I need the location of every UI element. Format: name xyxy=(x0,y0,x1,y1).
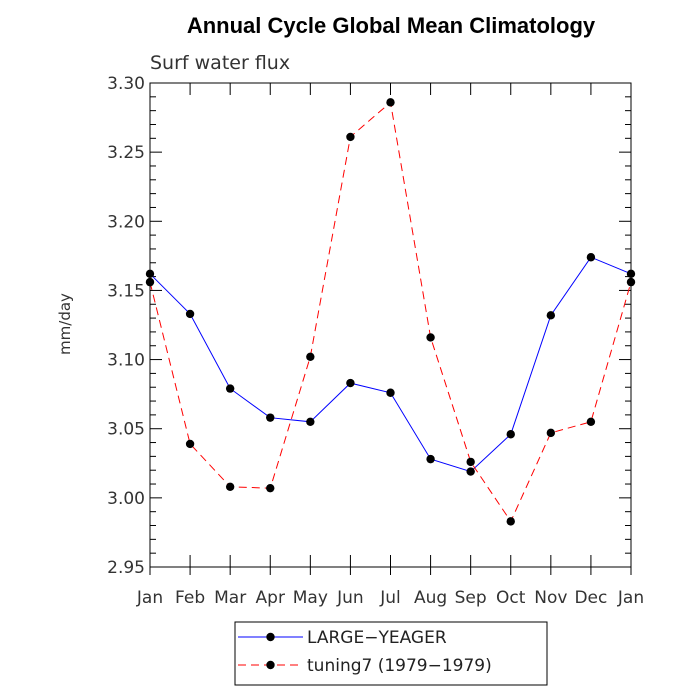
chart-subtitle: Surf water flux xyxy=(150,52,290,74)
x-tick-label: Aug xyxy=(414,588,447,608)
plot-frame xyxy=(149,82,632,568)
data-point-series-0 xyxy=(346,378,355,388)
data-point-series-0 xyxy=(266,413,275,422)
legend-label-large-yeager: LARGE−YEAGER xyxy=(307,628,447,648)
data-point-series-0 xyxy=(546,311,556,320)
legend-marker-large-yeager xyxy=(266,632,275,642)
x-tick-label: Jun xyxy=(336,588,364,608)
data-point-series-0 xyxy=(225,384,235,393)
x-tick-labels: Jan Feb Mar Apr May Jun Jul Aug Sep Oct Nov Dec Jan xyxy=(136,588,644,608)
series-line-1 xyxy=(149,101,632,523)
y-tick-label: 3.25 xyxy=(107,143,145,163)
data-point-series-0 xyxy=(586,253,596,262)
x-tick-label: Feb xyxy=(175,588,205,608)
x-tick-label: Sep xyxy=(455,588,487,608)
x-tick-label: Dec xyxy=(574,588,607,608)
x-tick-label: Apr xyxy=(256,588,285,608)
data-point-series-0 xyxy=(185,309,195,319)
x-tick-label: May xyxy=(293,588,328,608)
x-tick-label: Oct xyxy=(496,588,526,608)
data-point-series-1 xyxy=(225,482,235,491)
x-tick-label: Jan xyxy=(136,588,163,608)
legend-box xyxy=(234,621,548,686)
data-point-series-0 xyxy=(506,430,515,439)
data-point-series-1 xyxy=(546,428,556,438)
y-tick-label: 3.00 xyxy=(107,489,145,509)
y-tick-label: 3.20 xyxy=(107,212,145,232)
data-point-series-0 xyxy=(466,467,475,476)
data-point-series-1 xyxy=(306,352,315,362)
series-line-0 xyxy=(149,256,632,473)
data-point-series-1 xyxy=(466,457,475,467)
data-point-series-0 xyxy=(426,454,435,464)
chart-title: Annual Cycle Global Mean Climatology xyxy=(187,13,596,38)
x-tick-label: Jul xyxy=(379,588,401,608)
series-layer xyxy=(145,98,636,526)
data-point-series-1 xyxy=(506,517,515,526)
y-tick-label: 3.10 xyxy=(107,351,145,371)
y-tick-labels: 2.95 3.00 3.05 3.10 3.15 3.20 3.25 3.30 xyxy=(107,74,145,578)
legend-marker-tuning7 xyxy=(266,660,275,670)
data-point-series-1 xyxy=(346,132,355,142)
data-point-series-1 xyxy=(145,277,155,287)
data-point-series-0 xyxy=(386,388,395,397)
x-tick-label: Nov xyxy=(534,588,567,608)
x-tick-label: Jan xyxy=(617,588,644,608)
data-point-series-1 xyxy=(386,98,395,107)
data-point-series-0 xyxy=(306,417,315,426)
legend-label-tuning7: tuning7 (1979−1979) xyxy=(307,656,492,676)
axis-ticks xyxy=(149,82,632,575)
y-tick-label: 3.05 xyxy=(107,420,145,440)
data-point-series-1 xyxy=(185,439,195,449)
legend: LARGE−YEAGER tuning7 (1979−1979) xyxy=(234,621,548,686)
y-tick-label: 3.15 xyxy=(107,281,145,301)
y-axis-label: mm/day xyxy=(56,293,74,355)
y-tick-label: 3.30 xyxy=(107,74,145,94)
data-point-series-1 xyxy=(266,483,275,493)
y-tick-label: 2.95 xyxy=(107,558,145,578)
x-tick-label: Mar xyxy=(214,588,246,608)
data-point-series-1 xyxy=(586,417,596,426)
data-point-series-0 xyxy=(626,269,636,279)
data-point-series-0 xyxy=(145,269,155,279)
data-point-series-1 xyxy=(626,277,636,287)
data-point-series-1 xyxy=(426,333,435,342)
